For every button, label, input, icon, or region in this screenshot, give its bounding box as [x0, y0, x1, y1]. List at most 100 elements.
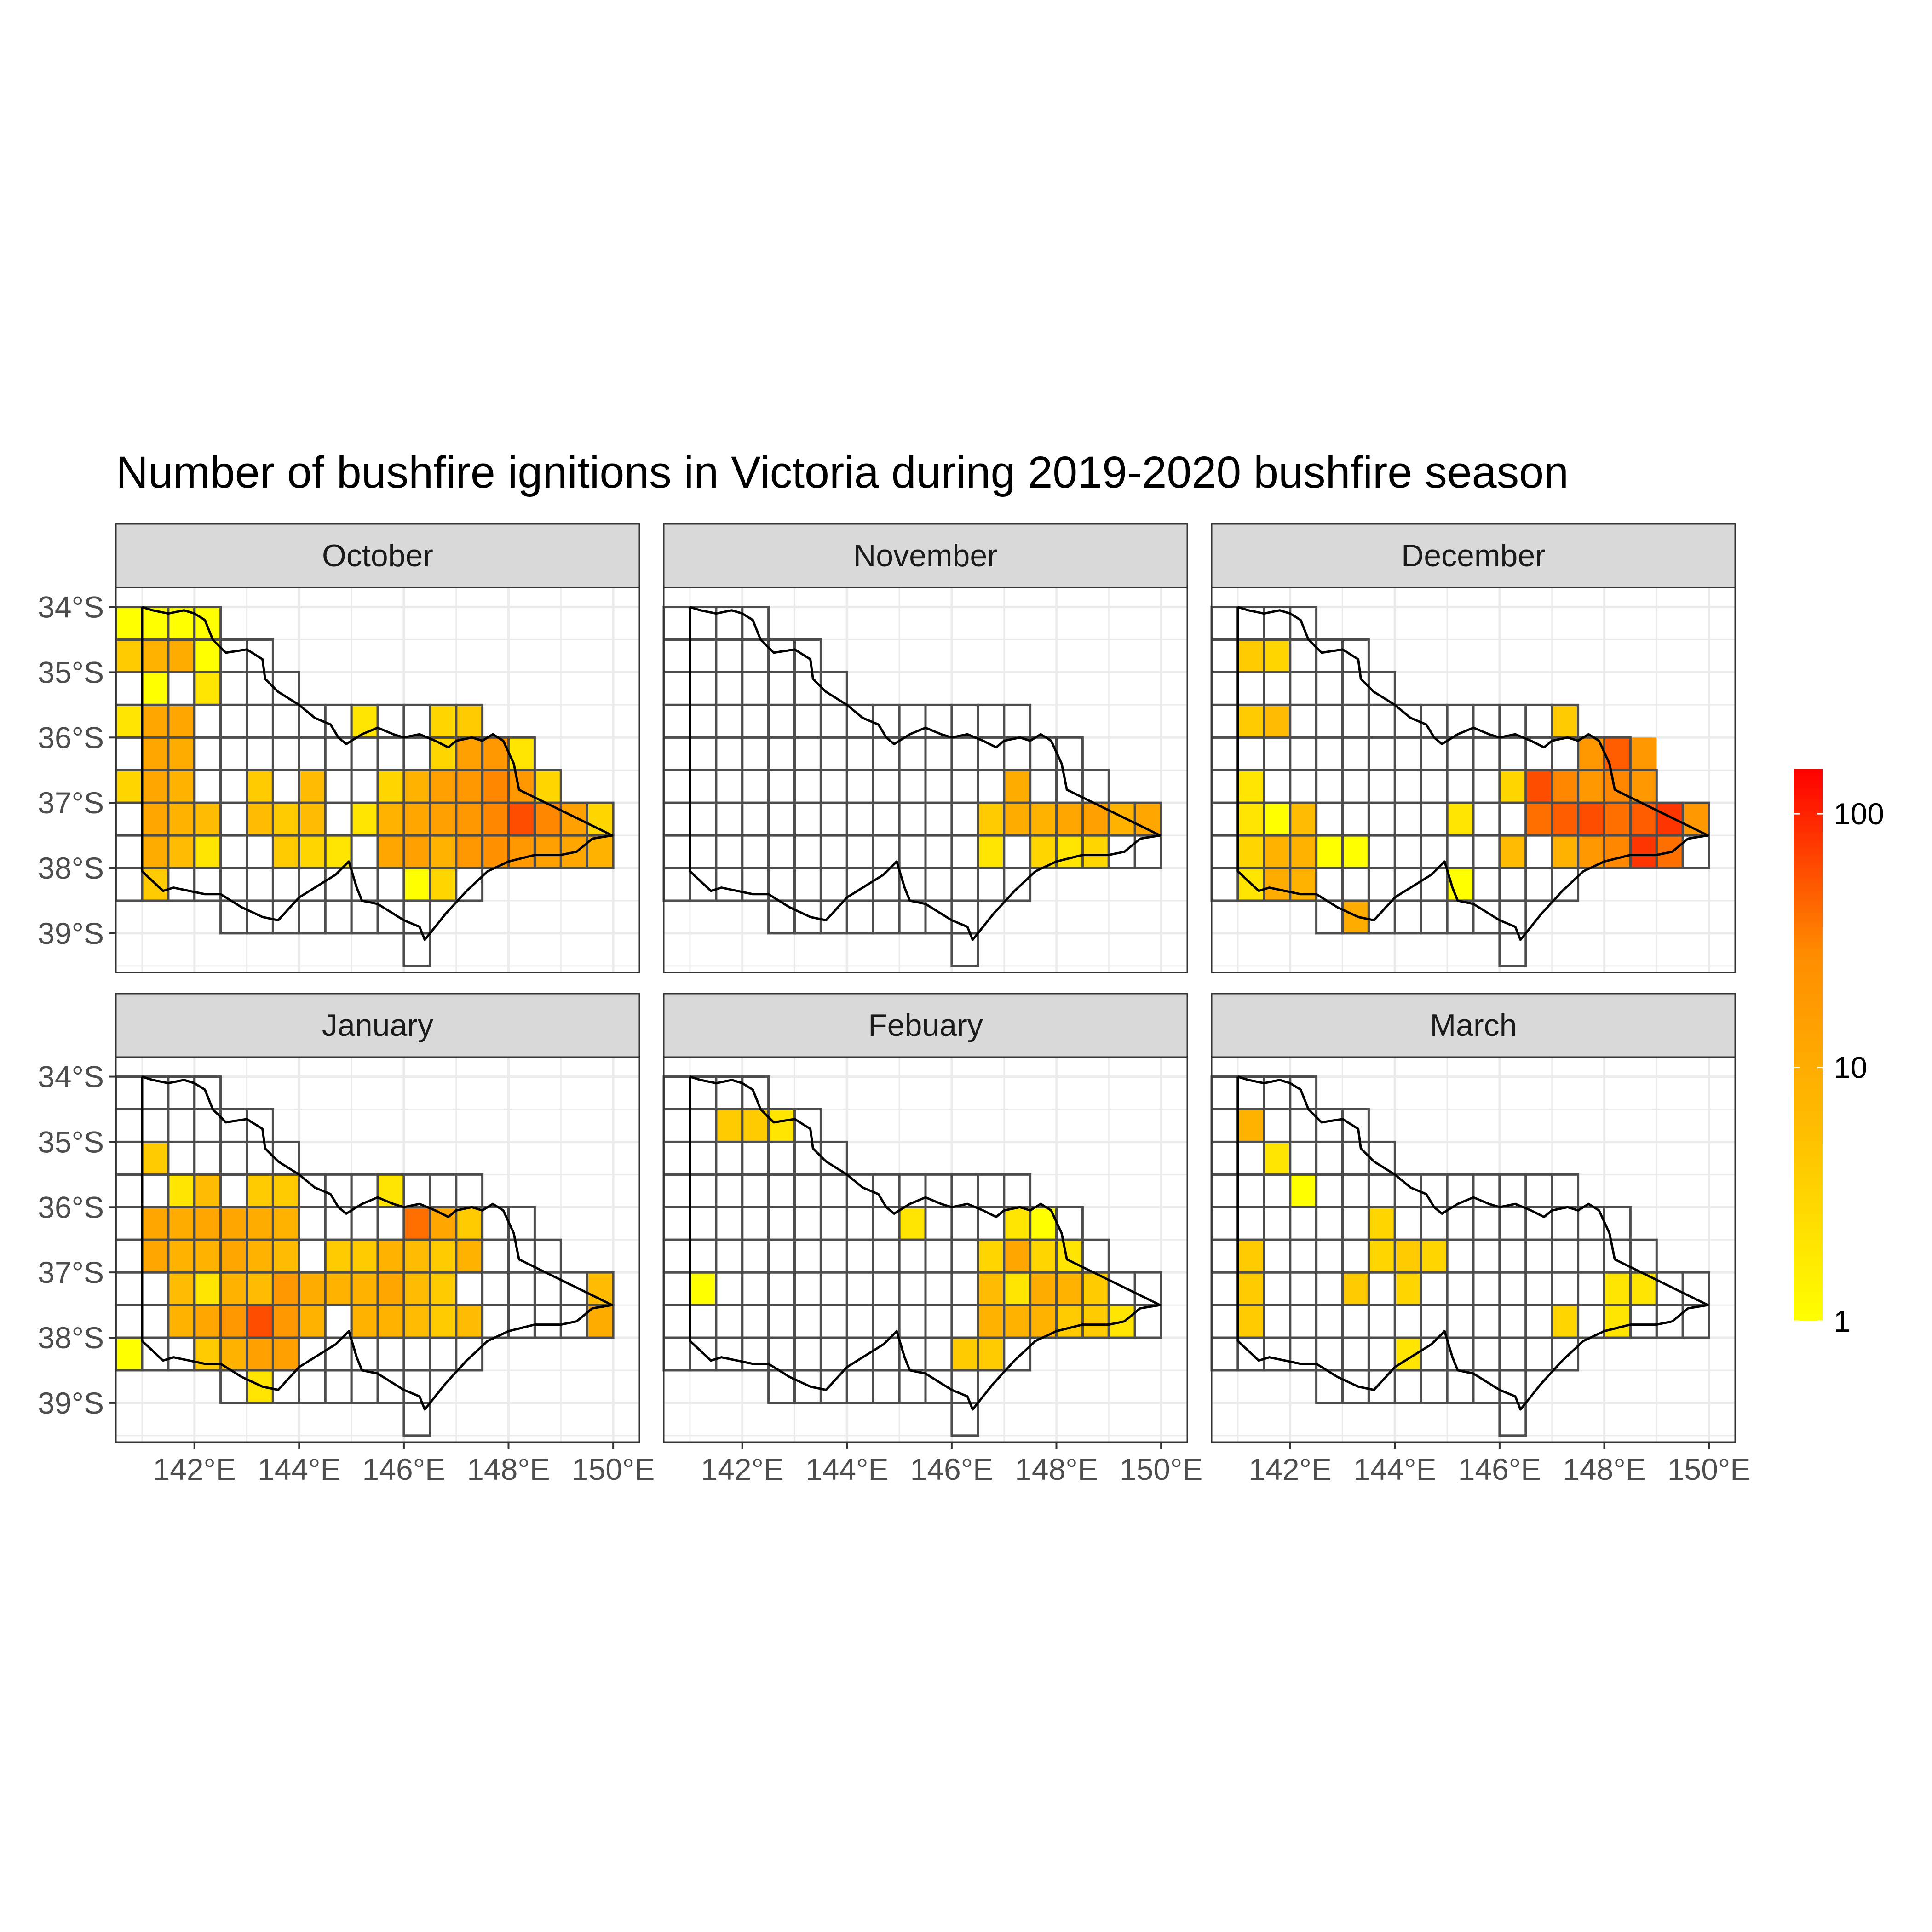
ignition-cell	[430, 1305, 456, 1338]
grid-cell	[1499, 737, 1526, 770]
grid-cell	[1342, 1338, 1369, 1370]
grid-cell	[899, 1370, 926, 1403]
grid-cell	[926, 770, 952, 803]
grid-cell	[1004, 705, 1030, 738]
grid-cell	[220, 737, 247, 770]
grid-cell	[1368, 1174, 1395, 1208]
grid-cell	[899, 900, 926, 933]
grid-cell	[978, 1207, 1004, 1240]
x-tick-label: 150°E	[1668, 1452, 1751, 1486]
ignition-cell	[273, 1272, 299, 1305]
grid-cell	[220, 770, 247, 803]
grid-cell	[821, 1305, 847, 1338]
grid-cell	[273, 672, 299, 705]
ignition-cell	[508, 803, 535, 836]
grid-cell	[1395, 1207, 1421, 1240]
grid-cell	[1342, 1240, 1369, 1273]
ignition-cell	[1056, 1272, 1083, 1305]
ignition-cell	[168, 803, 195, 836]
grid-cell	[716, 672, 742, 705]
ignition-cell	[351, 1240, 378, 1273]
x-tick-label: 144°E	[258, 1452, 341, 1486]
grid-cell	[1264, 1272, 1290, 1305]
facet-strip-label: December	[1401, 538, 1546, 573]
grid-cell	[1499, 1272, 1526, 1305]
panel-border	[663, 1056, 1188, 1443]
grid-cell	[1368, 705, 1395, 738]
grid-cell	[1004, 1338, 1030, 1370]
ignition-cell	[168, 1272, 195, 1305]
facet-strip	[115, 993, 640, 1058]
ignition-cell	[1604, 1305, 1631, 1338]
grid-cell	[1552, 737, 1578, 770]
grid-cell	[1525, 737, 1552, 770]
ignition-cell	[1290, 1174, 1317, 1208]
ignition-cell	[1004, 1272, 1030, 1305]
ignition-cell	[220, 1338, 247, 1370]
ignition-cell	[273, 1174, 299, 1208]
grid-cell	[1578, 1272, 1604, 1305]
grid-cell	[220, 1109, 247, 1142]
grid-cell-outlines	[115, 1075, 615, 1437]
grid-cell	[951, 705, 978, 738]
ignition-cell	[1552, 835, 1578, 868]
grid-cell	[794, 1240, 821, 1273]
grid-cell	[142, 1174, 168, 1208]
facet-strip-label: October	[322, 538, 433, 573]
grid-cell	[873, 803, 900, 836]
grid-cell	[1237, 672, 1264, 705]
grid-cell-outline	[1551, 867, 1580, 902]
grid-cell	[116, 868, 142, 901]
ignition-cell	[1237, 1240, 1264, 1273]
grid-cell	[1525, 1272, 1552, 1305]
grid-cell	[664, 737, 690, 770]
grid-cell	[508, 1207, 535, 1240]
grid-cell	[116, 1207, 142, 1240]
grid-cell	[351, 1370, 378, 1403]
grid-cell	[742, 803, 769, 836]
y-tick-label: 36°S	[38, 1190, 104, 1224]
grid-cell	[847, 900, 874, 933]
x-tick-label: 148°E	[467, 1452, 550, 1486]
grid-cell	[664, 1207, 690, 1240]
grid-cell	[1342, 737, 1369, 770]
grid-cell-outline	[455, 867, 484, 902]
grid-cell	[1499, 900, 1526, 933]
grid-cell	[926, 737, 952, 770]
grid-cell	[1212, 607, 1238, 640]
grid-cell	[1499, 705, 1526, 738]
grid-cell	[664, 672, 690, 705]
color-legend: 1 10 100	[1794, 769, 1884, 1338]
grid-cell	[926, 1338, 952, 1370]
grid-cell	[716, 1142, 742, 1175]
victoria-boundary	[141, 606, 614, 941]
ignition-cell	[273, 1240, 299, 1273]
grid-cell	[561, 1272, 587, 1305]
ignition-cell	[1342, 1272, 1369, 1305]
grid-cell	[899, 803, 926, 836]
grid-cell	[1316, 1305, 1343, 1338]
grid-cell	[1395, 835, 1421, 868]
ignition-cell	[220, 1272, 247, 1305]
grid-cell	[821, 1338, 847, 1370]
grid-cell	[1237, 1174, 1264, 1208]
grid-cell	[716, 803, 742, 836]
grid-cell	[821, 1240, 847, 1273]
grid-cell	[1552, 1174, 1578, 1208]
grid-cell	[690, 803, 716, 836]
ignition-cell	[716, 1109, 742, 1142]
grid-cell	[1525, 1174, 1552, 1208]
grid-cell	[1212, 803, 1238, 836]
ignition-cell	[142, 639, 168, 673]
grid-cell	[116, 672, 142, 705]
facet-panel-march: March 142°E 144°E 146°E 148°E 150°E	[1210, 993, 1751, 1486]
grid-cell	[1290, 607, 1317, 640]
grid-cell	[794, 770, 821, 803]
grid-cell	[1525, 1240, 1552, 1273]
y-tick-label: 36°S	[38, 720, 104, 754]
ignition-cell	[142, 1207, 168, 1240]
grid-cell	[220, 705, 247, 738]
grid-cell	[951, 835, 978, 868]
grid-cell	[1237, 1142, 1264, 1175]
y-tick-label: 35°S	[38, 1125, 104, 1159]
